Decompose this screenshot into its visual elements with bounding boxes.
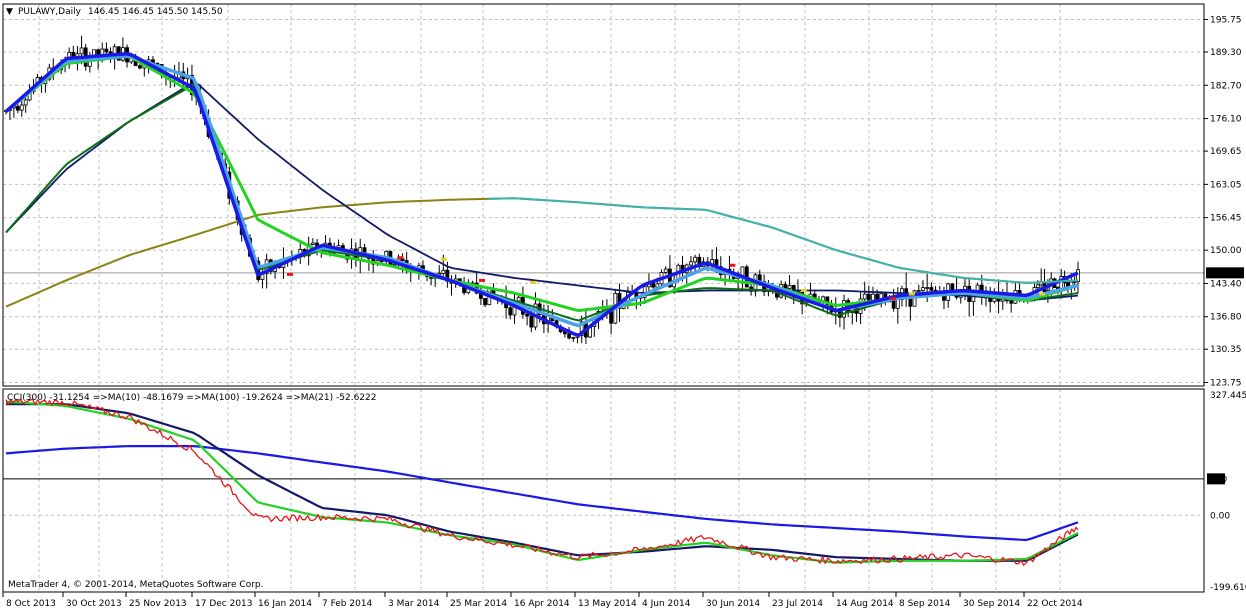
candle-body[interactable] [529,315,534,328]
signal-marker [1039,292,1046,296]
signal-marker [801,288,807,292]
candle-body[interactable] [689,261,693,266]
time-axis-label: 30 Oct 2013 [66,599,122,609]
current-price-label: 145.50 [1210,269,1242,279]
time-axis-label: 30 Sep 2014 [963,599,1020,609]
candle-body[interactable] [441,269,446,274]
price-axis-label: 123.75 [1210,379,1242,389]
time-axis-label: 17 Dec 2013 [195,599,253,609]
candle-body[interactable] [563,331,567,335]
cci-ma100-line [5,445,1079,542]
price-axis-label: 189.30 [1210,48,1242,58]
time-axis-label: 16 Apr 2014 [514,599,570,609]
candle-body[interactable] [571,336,576,339]
time-axis-label: 30 Jun 2014 [706,599,760,609]
candle-body[interactable] [862,293,867,300]
candle-body[interactable] [15,105,20,111]
time-axis-label: 7 Feb 2014 [322,599,373,609]
signal-marker [729,263,736,267]
candle-body[interactable] [921,287,925,291]
time-axis-label: 16 Jan 2014 [258,599,312,609]
time-axis-label: 13 May 2014 [578,599,637,609]
candle-body[interactable] [579,321,584,336]
candle-body[interactable] [23,99,28,106]
fast-ma-lightblue-line [4,54,1079,328]
cci-ma21-line [6,403,1079,562]
signal-marker [479,278,485,282]
chart-frame [2,3,1244,597]
price-axis-label: 156.45 [1210,214,1242,224]
price-axis-label: 130.35 [1210,345,1242,355]
price-axis-label: 195.75 [1210,16,1242,26]
indicator-legend: CCI(300) -31.1254 =>MA(10) -48.1679 =>MA… [7,393,376,403]
price-axis-label: 143.40 [1210,279,1242,289]
indicator-axis-label: 0.00 [1210,511,1230,521]
time-axis-label: 4 Jun 2014 [642,599,691,609]
indicator-axis-label: 100 [1210,475,1227,485]
candle-body[interactable] [310,242,315,245]
price-axis-label: 182.70 [1210,81,1242,91]
chart-labels: ▼ PULAWY,Daily 146.45 146.45 145.50 145.50… [6,7,1246,609]
candle-body[interactable] [1076,269,1080,282]
current-price-tag [1206,267,1244,279]
candle-body[interactable] [1009,300,1014,304]
candle-body[interactable] [19,104,24,111]
candle-body[interactable] [950,283,955,291]
price-axis-label: 150.00 [1210,246,1242,256]
chart-menu-icon[interactable]: ▼ [6,7,13,17]
candle-body[interactable] [895,299,900,309]
candle-body[interactable] [508,307,513,316]
signal-marker [908,292,915,296]
candle-body[interactable] [1072,281,1077,283]
signal-marker [530,280,537,284]
candle-body[interactable] [787,285,792,290]
level-100-tag [1207,473,1225,485]
signal-marker [440,257,447,261]
time-axis-label: 8 Sep 2014 [899,599,951,609]
time-axis-label: 23 Jul 2014 [772,599,823,609]
signal-marker [397,256,404,260]
price-axis-label: 163.05 [1210,180,1242,190]
candle-body[interactable] [104,48,109,53]
candle-body[interactable] [516,296,521,302]
candle-body[interactable] [567,333,572,339]
price-axis-label: 169.65 [1210,147,1242,157]
candle-body[interactable] [663,268,668,273]
candle-body[interactable] [483,298,487,306]
price-axis-label: 176.10 [1210,115,1242,125]
fast-ma-blue-line [4,52,1079,338]
time-axis-label: 25 Nov 2013 [129,599,187,609]
ohlc-readout: 146.45 146.45 145.50 145.50 [88,7,223,17]
copyright-text: MetaTrader 4, © 2001-2014, MetaQuotes So… [8,580,264,590]
candle-body[interactable] [1035,284,1040,288]
darkgreen-ma-line [5,83,1079,322]
time-axis-label: 8 Oct 2013 [6,599,56,609]
indicator-panel-border [2,388,1205,593]
candle-body[interactable] [138,65,142,69]
signal-marker [889,297,896,301]
moving-average-lines [4,52,1079,338]
price-axis-label: 136.80 [1210,313,1242,323]
candle-body[interactable] [925,287,930,289]
cci-line [5,398,1079,566]
cci-indicator-lines [5,398,1079,566]
navy-ma-line [5,81,1079,302]
time-axis-label: 22 Oct 2014 [1027,599,1083,609]
candle-body[interactable] [525,313,529,317]
time-axis-label: 25 Mar 2014 [450,599,507,609]
candle-body[interactable] [929,287,934,291]
time-axis-label: 14 Aug 2014 [836,599,894,609]
long-ma-teal-segment [488,197,1079,284]
signal-marker [287,272,293,276]
chart-symbol-title: PULAWY,Daily [18,7,82,17]
main-panel-border [2,3,1205,387]
candle-body[interactable] [79,47,84,55]
time-axis-label: 3 Mar 2014 [388,599,440,609]
indicator-axis-label: -199.616 [1210,583,1246,593]
candle-body[interactable] [916,290,921,292]
candle-body[interactable] [693,256,698,263]
